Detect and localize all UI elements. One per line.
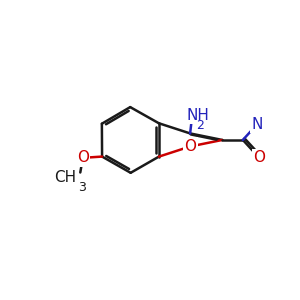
Text: N: N <box>251 117 263 132</box>
Text: 3: 3 <box>78 181 86 194</box>
Text: NH: NH <box>187 108 209 123</box>
Text: CH: CH <box>54 169 76 184</box>
Text: 2: 2 <box>196 118 204 131</box>
Text: O: O <box>253 150 265 165</box>
Text: O: O <box>77 150 89 165</box>
Text: O: O <box>184 139 196 154</box>
